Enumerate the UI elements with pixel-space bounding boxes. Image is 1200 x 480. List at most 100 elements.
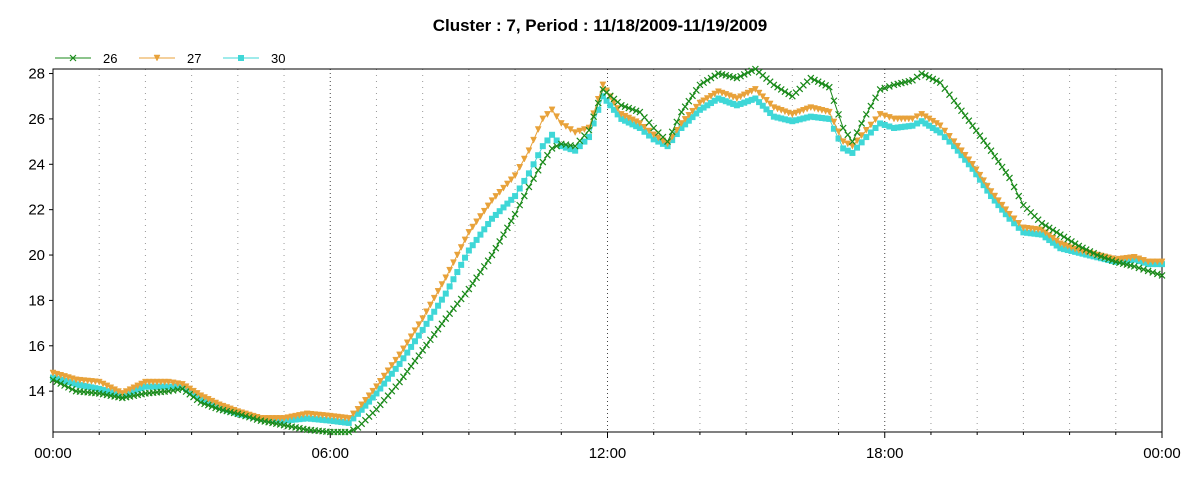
data-point [334, 418, 341, 425]
data-point [438, 296, 445, 303]
data-point [803, 105, 811, 113]
data-point [544, 111, 551, 118]
data-point [1038, 219, 1046, 227]
data-point [995, 202, 1002, 209]
data-point [330, 418, 337, 425]
data-point [1079, 244, 1086, 252]
series-27 [49, 81, 1166, 422]
data-point [1002, 211, 1009, 218]
data-point [973, 171, 980, 178]
data-point [212, 404, 220, 412]
data-point [622, 117, 629, 124]
data-point [426, 336, 434, 344]
data-point [571, 129, 579, 137]
data-point [323, 417, 330, 424]
data-point [431, 308, 438, 315]
data-point [933, 77, 940, 85]
data-point [134, 386, 141, 393]
data-point [376, 378, 384, 385]
data-point [926, 122, 933, 129]
data-point [504, 200, 511, 207]
data-point [480, 207, 488, 215]
data-point [1042, 222, 1049, 229]
data-point [539, 143, 546, 150]
data-point [404, 349, 411, 356]
data-point [1027, 230, 1034, 237]
data-point [848, 142, 856, 150]
data-point [388, 370, 395, 377]
y-tick-label: 24 [28, 156, 45, 173]
data-point [580, 126, 588, 134]
data-point [1068, 238, 1075, 245]
series-line [52, 83, 1162, 419]
data-point [508, 196, 515, 203]
data-point [407, 362, 415, 370]
data-point [61, 382, 68, 389]
data-point [53, 375, 60, 382]
data-point [80, 382, 87, 389]
x-tick-label: 06:00 [311, 445, 349, 462]
data-point [830, 125, 837, 132]
data-point [96, 385, 103, 392]
data-point [1140, 265, 1147, 273]
data-point [525, 170, 532, 177]
data-point [453, 300, 461, 308]
data-point [358, 406, 365, 413]
data-point [485, 221, 492, 228]
data-point [921, 71, 929, 79]
data-point [435, 302, 442, 309]
data-point [450, 305, 457, 313]
data-point [1093, 251, 1101, 259]
data-point [525, 147, 533, 155]
data-point [488, 215, 495, 222]
data-point [307, 415, 314, 422]
data-point [61, 377, 68, 384]
data-point [548, 106, 556, 114]
data-point [737, 100, 744, 107]
data-point [641, 123, 648, 131]
data-point [178, 385, 186, 393]
data-point [681, 116, 689, 123]
data-point [711, 90, 719, 98]
data-point [961, 151, 969, 159]
data-point [511, 210, 519, 218]
data-point [862, 110, 870, 118]
data-point [1064, 247, 1071, 254]
data-point [876, 85, 884, 93]
data-point [925, 73, 933, 81]
data-point [741, 99, 748, 106]
data-point [980, 177, 988, 185]
data-point [453, 251, 461, 259]
data-point [469, 279, 477, 287]
data-point [153, 54, 161, 62]
data-point [777, 85, 785, 93]
data-point [737, 93, 744, 101]
data-point [929, 75, 937, 83]
data-point [462, 254, 469, 261]
data-point [781, 88, 789, 96]
data-point [788, 111, 796, 118]
data-point [64, 383, 72, 391]
data-point [234, 410, 242, 418]
data-point [403, 339, 411, 347]
data-point [1015, 220, 1023, 227]
data-point [134, 382, 142, 390]
data-point [976, 171, 984, 179]
data-point [778, 115, 785, 122]
data-point [315, 416, 322, 423]
data-point [245, 413, 253, 421]
data-point [962, 156, 969, 163]
data-point [1035, 231, 1042, 238]
data-point [830, 118, 838, 126]
data-point [516, 164, 524, 171]
data-point [1075, 242, 1083, 250]
data-point [885, 82, 893, 90]
data-point [849, 149, 856, 156]
data-point [193, 396, 201, 404]
data-point [703, 76, 711, 84]
data-point [844, 131, 852, 139]
data-point [118, 390, 126, 397]
data-point [867, 129, 874, 136]
data-point [867, 102, 875, 110]
data-point [535, 152, 542, 159]
